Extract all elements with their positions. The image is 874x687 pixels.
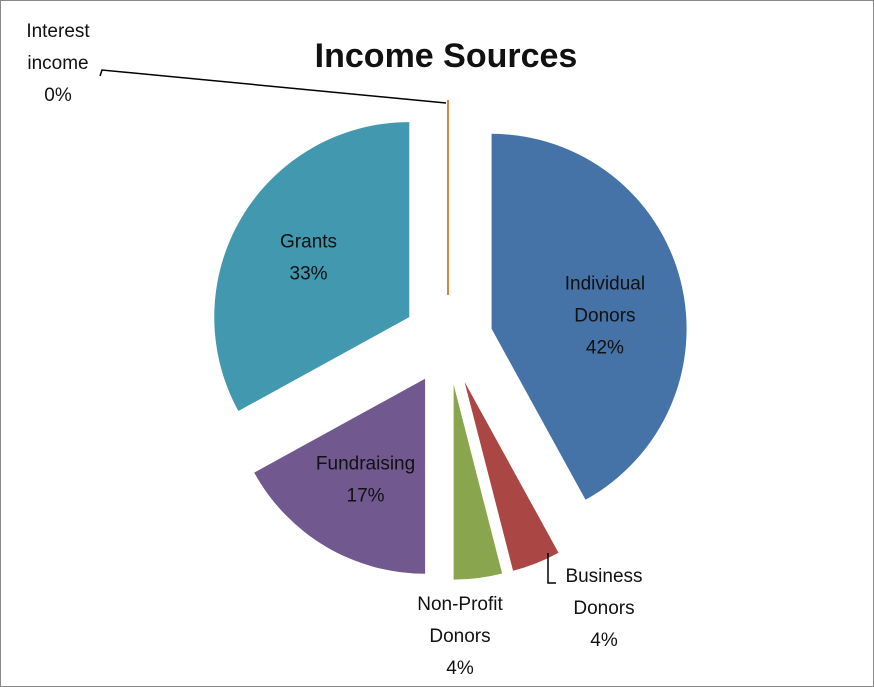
pie-slice <box>214 122 410 412</box>
slice-value-label: 17% <box>347 485 385 506</box>
slice-value-label: 42% <box>586 338 624 359</box>
leader-line <box>547 553 556 584</box>
slice-label: Individual Donors <box>565 274 645 327</box>
slice-value-label: 33% <box>290 264 328 285</box>
pie-slice <box>464 381 559 571</box>
leader-line <box>99 69 447 104</box>
pie-slice <box>453 384 503 580</box>
pie-slice <box>491 133 687 500</box>
slice-label: Fundraising <box>316 453 415 474</box>
chart-title: Income Sources <box>315 37 578 75</box>
slice-label: Business Donors <box>565 566 642 619</box>
slice-value-label: 4% <box>590 630 618 651</box>
pie-slice <box>254 378 426 574</box>
slice-label: Grants <box>280 232 337 253</box>
slice-label: Interest income <box>26 21 90 74</box>
slice-label: Non-Profit Donors <box>417 594 503 647</box>
slice-value-label: 0% <box>44 85 72 106</box>
slice-value-label: 4% <box>446 658 474 679</box>
